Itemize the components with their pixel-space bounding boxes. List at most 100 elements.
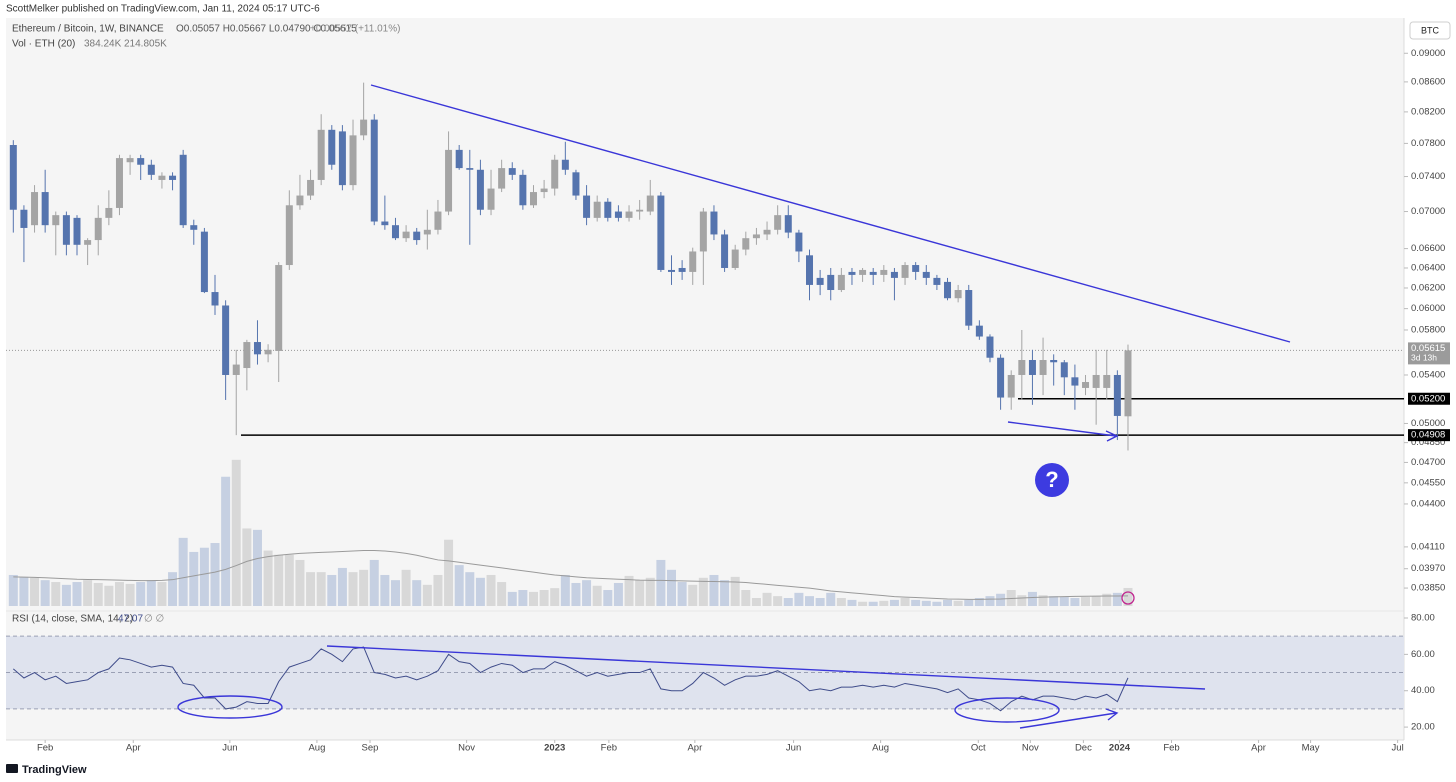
volume-bar	[507, 591, 517, 606]
candle-body	[944, 281, 952, 299]
candle-body	[169, 175, 177, 180]
volume-bar	[582, 580, 592, 606]
volume-bar	[306, 572, 316, 606]
candle-body	[445, 149, 453, 212]
volume-bar	[210, 543, 220, 606]
price-arrow-head	[1105, 430, 1119, 442]
candle-body	[986, 336, 994, 358]
candle-body	[307, 179, 315, 196]
candle-body	[667, 269, 675, 272]
candle-body	[360, 119, 368, 136]
candle-body	[1060, 362, 1068, 378]
candle-body	[774, 215, 782, 230]
candle-body	[657, 195, 665, 270]
candle-body	[901, 265, 909, 278]
candle-body	[1050, 359, 1058, 363]
price-tick-label: 0.06400	[1411, 262, 1445, 273]
volume-bar	[497, 582, 507, 606]
volume-bar	[932, 601, 942, 606]
volume-bar	[327, 574, 337, 606]
candle-body	[147, 164, 155, 175]
volume-bar	[178, 537, 188, 606]
volume-bar	[751, 598, 761, 606]
candle-body	[678, 267, 686, 272]
volume-bar	[1123, 587, 1133, 606]
candle-body	[115, 158, 123, 208]
volume-bar	[61, 584, 71, 606]
candle-body	[52, 215, 60, 226]
rsi-trendline	[326, 645, 1206, 690]
volume-bar	[677, 582, 687, 606]
rsi-circle-right	[954, 697, 1060, 723]
volume-bar	[231, 459, 241, 606]
candle-body	[328, 129, 336, 165]
time-tick-label: Nov	[458, 743, 475, 754]
volume-title: Vol · ETH (20)	[12, 39, 75, 50]
volume-bar	[794, 592, 804, 606]
candle-body	[413, 231, 421, 241]
volume-bar	[889, 599, 899, 606]
volume-bar	[1112, 592, 1122, 606]
currency-box	[1409, 21, 1451, 40]
volume-bar	[486, 574, 496, 606]
candle-body	[636, 209, 644, 212]
price-line-label: 0.04908	[1411, 430, 1445, 441]
volume-bar	[72, 582, 82, 606]
candle-body	[1018, 359, 1026, 375]
volume-bar	[836, 598, 846, 606]
rsi-circle-left	[177, 695, 283, 719]
volume-bar	[656, 559, 666, 606]
volume-bar	[826, 592, 836, 606]
price-tick-label: 0.04400	[1411, 498, 1445, 509]
volume-bar	[359, 569, 369, 606]
candle-body	[646, 195, 654, 212]
volume-bar	[40, 580, 50, 606]
price-tick-label: 0.06600	[1411, 243, 1445, 254]
volume-bar	[83, 580, 93, 606]
volume-bar	[996, 593, 1006, 606]
candle-body	[763, 229, 771, 235]
rsi-tick-label: 20.00	[1411, 722, 1435, 733]
volume-bar	[146, 580, 156, 606]
time-tick-label: Aug	[872, 743, 889, 754]
candle-body	[689, 251, 697, 272]
volume-bar	[316, 572, 326, 606]
candle-body	[84, 240, 92, 245]
candle-body	[73, 217, 81, 245]
candle-body	[721, 234, 729, 268]
candle-body	[604, 201, 612, 218]
candle-body	[561, 159, 569, 170]
rsi-tick-label: 80.00	[1411, 613, 1435, 624]
volume-bar	[603, 590, 613, 606]
candle-body	[402, 231, 410, 239]
time-tick-label: Sep	[362, 743, 379, 754]
volume-bar	[104, 585, 114, 606]
volume-last: 384.24K	[84, 39, 122, 50]
volume-bar	[1059, 597, 1069, 606]
price-tick-label: 0.05800	[1411, 324, 1445, 335]
volume-bar	[571, 582, 581, 606]
rsi-layer	[6, 635, 1404, 712]
candle-body	[965, 290, 973, 326]
candle-body	[529, 192, 537, 206]
volume-bar	[93, 582, 103, 606]
rsi-arrow	[1019, 712, 1117, 729]
volume-bar	[348, 572, 358, 606]
price-trendline	[370, 84, 1291, 343]
candle-body	[890, 271, 898, 278]
price-tick-label: 0.08200	[1411, 106, 1445, 117]
candle-body	[795, 232, 803, 252]
candle-body	[370, 119, 378, 222]
candle-body	[922, 271, 930, 278]
volume-bar	[720, 580, 730, 606]
candle-body	[498, 168, 506, 189]
candle-body	[625, 211, 633, 218]
candle-body	[997, 357, 1005, 398]
price-line-tag	[1408, 392, 1450, 405]
volume-bar	[688, 584, 698, 606]
volume-bar	[1070, 598, 1080, 606]
volume-bar	[709, 574, 719, 606]
brand-logo	[6, 764, 18, 773]
volume-bar	[911, 599, 921, 606]
